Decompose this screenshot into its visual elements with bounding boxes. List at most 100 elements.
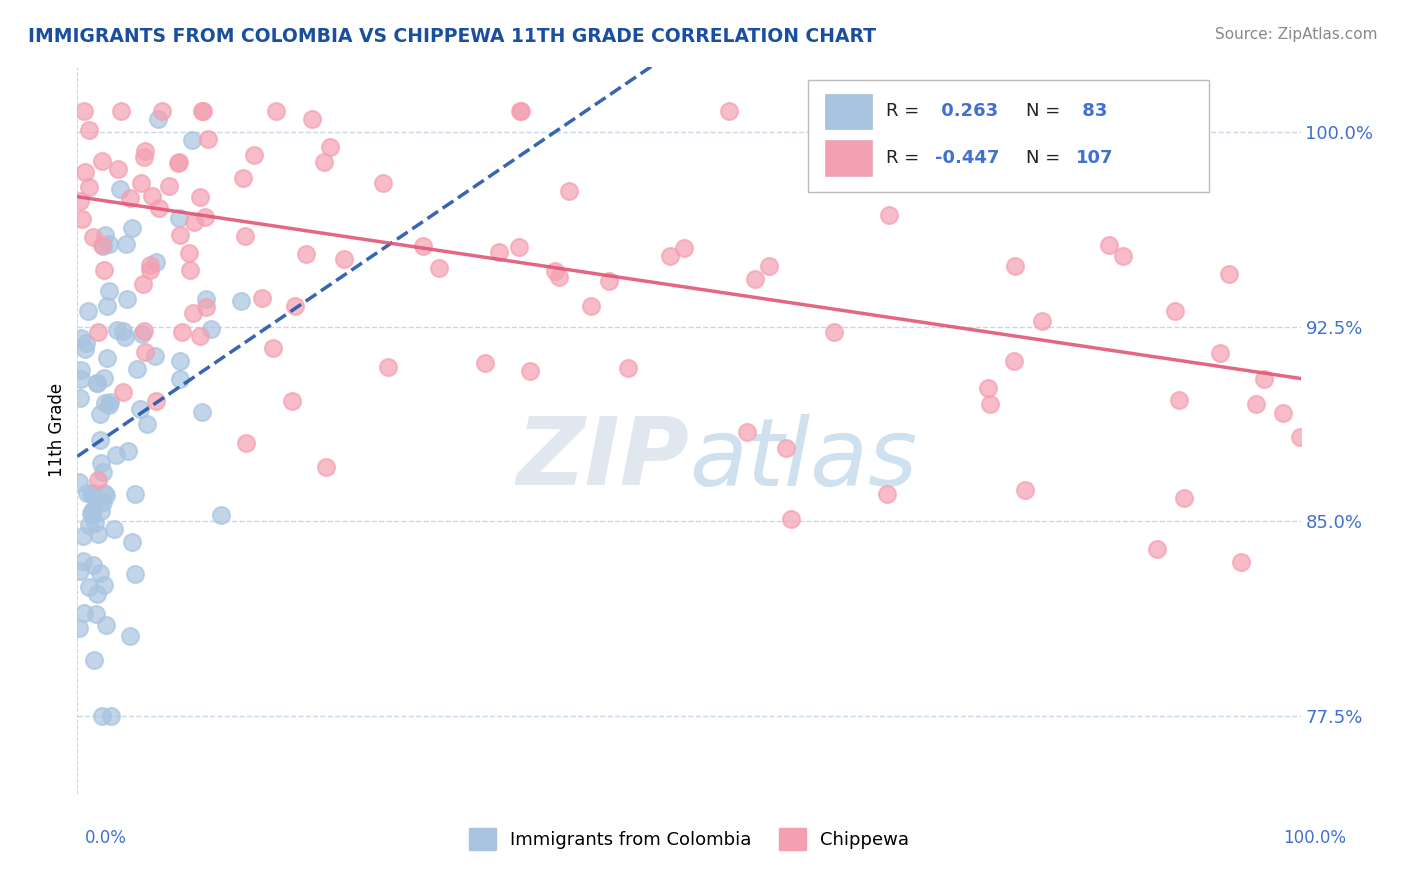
Point [98, 237, 121, 252]
Point [177, 246, 200, 260]
Point [188, 190, 211, 204]
Point [876, 487, 898, 501]
Point [547, 269, 569, 284]
Point [509, 103, 531, 118]
Point [143, 349, 166, 363]
Point [1002, 354, 1025, 368]
Point [718, 103, 741, 118]
Point [301, 112, 323, 127]
Point [1014, 483, 1036, 497]
Point [93, 486, 115, 500]
Point [132, 277, 155, 292]
Point [72, 554, 94, 568]
Point [780, 511, 803, 525]
Point [69, 391, 91, 405]
Point [121, 221, 143, 235]
Point [73, 103, 96, 118]
Text: ZIP: ZIP [516, 414, 689, 506]
Point [1160, 120, 1182, 135]
Text: 107: 107 [1076, 149, 1114, 167]
Point [93, 263, 115, 277]
Point [1111, 249, 1133, 263]
Point [89, 434, 111, 448]
Point [110, 182, 132, 196]
Point [80, 487, 103, 501]
Point [70, 212, 93, 227]
Point [1167, 166, 1189, 180]
Point [200, 322, 222, 336]
Point [86, 376, 108, 390]
Point [673, 241, 696, 255]
Point [83, 653, 105, 667]
Point [77, 580, 100, 594]
Point [70, 331, 93, 345]
Point [617, 361, 640, 376]
Point [659, 249, 682, 263]
Text: -0.447: -0.447 [935, 149, 1000, 167]
Point [191, 103, 214, 118]
Point [120, 629, 142, 643]
Point [121, 534, 143, 549]
Point [82, 230, 104, 244]
Point [77, 517, 100, 532]
Point [104, 448, 127, 462]
Point [80, 506, 103, 520]
Point [371, 177, 394, 191]
Point [76, 303, 98, 318]
Point [98, 398, 121, 412]
Text: 0.0%: 0.0% [84, 829, 127, 847]
Point [1031, 314, 1053, 328]
Point [188, 328, 211, 343]
Point [179, 262, 201, 277]
Point [93, 227, 115, 242]
Point [91, 495, 114, 509]
Point [141, 189, 163, 203]
Point [129, 402, 152, 417]
Point [775, 441, 797, 455]
Point [250, 291, 273, 305]
Point [183, 215, 205, 229]
Point [72, 529, 94, 543]
Point [232, 170, 254, 185]
Point [558, 184, 581, 198]
Point [132, 325, 155, 339]
Point [93, 578, 115, 592]
Point [111, 384, 134, 399]
Text: Source: ZipAtlas.com: Source: ZipAtlas.com [1215, 27, 1378, 42]
Point [332, 252, 354, 266]
Point [284, 299, 307, 313]
Point [879, 208, 901, 222]
Point [91, 239, 114, 253]
Point [67, 622, 90, 636]
Point [735, 425, 758, 440]
Point [91, 237, 114, 252]
Point [1168, 392, 1191, 407]
Point [1253, 372, 1275, 386]
Point [1098, 237, 1121, 252]
Text: 0.263: 0.263 [935, 103, 998, 120]
Point [91, 465, 114, 479]
Point [172, 325, 194, 339]
Text: R =: R = [886, 149, 925, 167]
Point [427, 260, 450, 275]
Point [100, 395, 122, 409]
Point [84, 607, 107, 621]
Point [1173, 491, 1195, 506]
Point [474, 356, 496, 370]
Point [112, 324, 135, 338]
Point [69, 565, 91, 579]
Point [96, 299, 118, 313]
Text: 100.0%: 100.0% [1284, 829, 1346, 847]
Point [150, 103, 173, 118]
Text: N =: N = [1026, 103, 1066, 120]
Point [87, 527, 110, 541]
Point [181, 306, 204, 320]
Point [86, 376, 108, 390]
Point [157, 179, 180, 194]
Point [519, 363, 541, 377]
Point [117, 443, 139, 458]
Point [94, 618, 117, 632]
Point [96, 487, 118, 501]
Point [145, 393, 167, 408]
Point [82, 486, 104, 500]
